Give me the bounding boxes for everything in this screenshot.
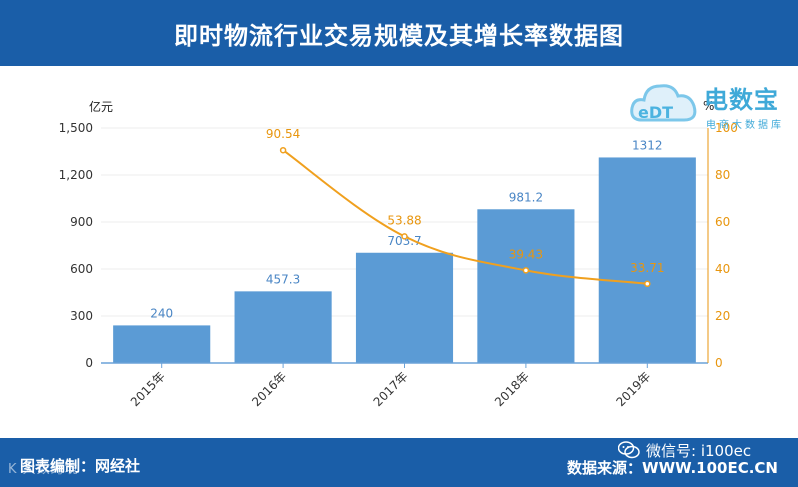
y-right-tick-label: 20	[715, 309, 730, 323]
cloud-logo-icon: eDT	[630, 84, 697, 122]
line-point	[644, 280, 651, 288]
x-category-label: 2015年	[128, 369, 168, 409]
bar-value-label: 1312	[632, 138, 663, 152]
bar	[355, 252, 454, 363]
bar	[477, 209, 575, 363]
x-category-label: 2019年	[613, 369, 653, 409]
watermark: K 大数跨境	[8, 462, 79, 477]
right-axis-unit: %	[703, 99, 715, 113]
x-category-label: 2017年	[371, 369, 411, 409]
x-category-label: 2016年	[249, 369, 289, 409]
bar-value-label: 240	[150, 306, 173, 320]
wechat-icon	[618, 441, 640, 459]
y-right-tick-label: 100	[715, 121, 738, 135]
header-bar: 即时物流行业交易规模及其增长率数据图	[0, 0, 798, 66]
y-left-tick-label: 1,200	[59, 168, 93, 182]
bar-value-label: 703.7	[387, 234, 421, 248]
bar	[598, 157, 696, 363]
line-point	[401, 233, 408, 240]
chart-compiler: 图表编制：网经社	[20, 457, 141, 475]
line-value-label: 90.54	[266, 127, 300, 141]
brand-subtitle: 电商大数据库	[706, 120, 784, 131]
y-left-tick-label: 600	[70, 262, 93, 276]
footer-bar: 图表编制：网经社 数据来源：WWW.100EC.CN	[0, 438, 798, 487]
line-value-label: 39.43	[509, 247, 543, 261]
bar-value-label: 981.2	[509, 190, 543, 204]
chart-title: 即时物流行业交易规模及其增长率数据图	[174, 21, 624, 50]
bar	[113, 325, 211, 363]
y-left-tick-label: 0	[85, 356, 93, 370]
growth-rate-line	[282, 149, 648, 285]
y-right-tick-label: 40	[715, 262, 730, 276]
y-right-tick-label: 80	[715, 168, 730, 182]
bar-value-label: 457.3	[266, 272, 300, 286]
x-category-label: 2018年	[492, 369, 532, 409]
bar	[234, 291, 332, 363]
data-source: 数据来源：WWW.100EC.CN	[567, 459, 778, 477]
wechat-text: 微信号: i100ec	[646, 441, 752, 460]
brand-name: 电数宝	[704, 86, 779, 114]
logo-mark: eDT	[638, 103, 673, 122]
y-left-tick-label: 1,500	[59, 121, 93, 135]
line-point	[522, 267, 530, 274]
wechat-id: 微信号: i100ec	[618, 440, 751, 460]
line-point	[279, 146, 287, 154]
line-value-label: 53.88	[387, 213, 421, 227]
y-right-tick-label: 60	[715, 215, 730, 229]
left-axis-unit: 亿元	[89, 100, 114, 114]
y-left-tick-label: 300	[70, 309, 93, 323]
brand-logo: eDT 电数宝 电商大数据库	[628, 74, 793, 138]
y-left-tick-label: 900	[70, 215, 93, 229]
line-value-label: 33.71	[630, 261, 664, 275]
chart-area: 0 300 600 900 1,200 1,500 0 20 40 60 80 100 240 457.3…	[0, 66, 798, 438]
combo-chart: 0 300 600 900 1,200 1,500 0 20 40 60 80 100 240 457.3…	[59, 121, 738, 409]
y-right-tick-label: 0	[715, 356, 723, 370]
